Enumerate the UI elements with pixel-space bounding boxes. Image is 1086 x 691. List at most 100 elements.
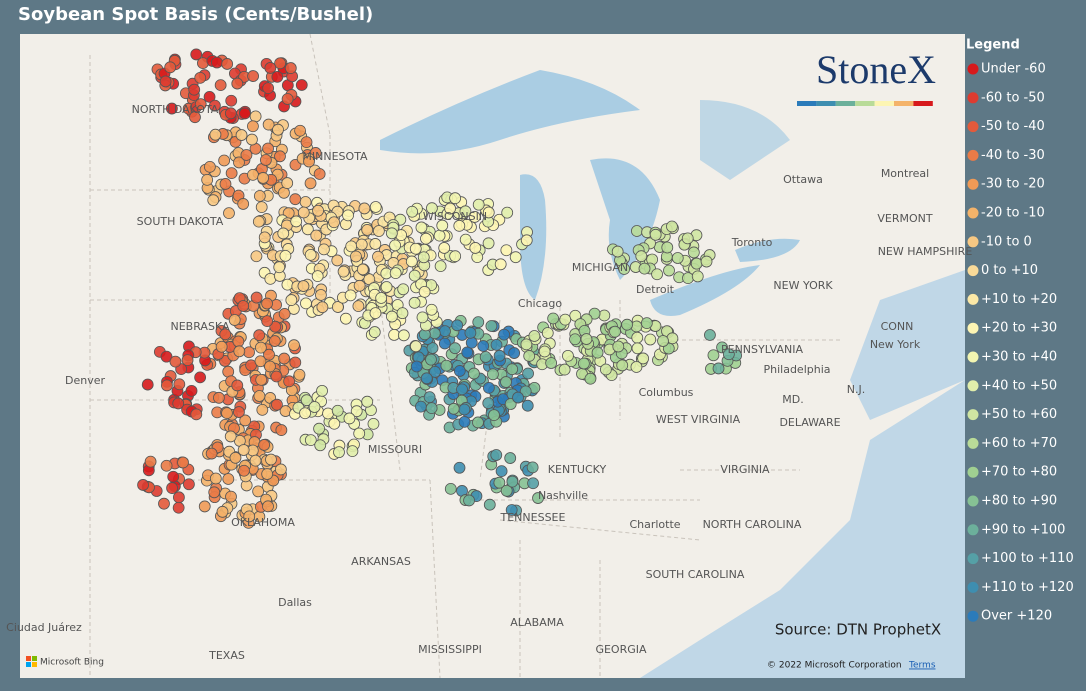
- basis-point: [538, 345, 551, 358]
- basis-point: [609, 325, 621, 338]
- basis-point: [425, 402, 438, 415]
- basis-point: [271, 70, 284, 83]
- basis-point: [219, 178, 232, 190]
- basis-point: [591, 346, 604, 359]
- basis-point: [369, 201, 382, 213]
- basis-point: [240, 149, 253, 161]
- basis-point: [463, 494, 475, 507]
- basis-point: [406, 205, 419, 218]
- basis-point: [690, 257, 703, 270]
- basis-point: [253, 390, 266, 402]
- basis-point: [504, 452, 517, 464]
- basis-point: [328, 417, 341, 430]
- basis-point: [181, 354, 194, 367]
- basis-point: [482, 206, 495, 219]
- basis-point: [562, 349, 574, 362]
- basis-point: [461, 346, 474, 359]
- basis-point: [264, 360, 276, 373]
- basis-point: [247, 70, 259, 82]
- legend-swatch: [967, 466, 979, 478]
- map-label: WEST VIRGINIA: [656, 413, 741, 426]
- map-label: TENNESSEE: [500, 511, 566, 524]
- basis-point: [350, 250, 362, 263]
- basis-point: [415, 400, 427, 413]
- basis-point: [304, 434, 317, 447]
- map-label: WISCONSIN: [423, 210, 487, 223]
- legend-swatch: [967, 380, 979, 392]
- basis-point: [405, 255, 418, 268]
- basis-point: [631, 342, 644, 355]
- basis-point: [316, 384, 328, 397]
- basis-point: [297, 206, 310, 219]
- basis-point: [233, 406, 245, 418]
- basis-point: [472, 316, 485, 329]
- basis-point: [453, 461, 466, 474]
- basis-point: [459, 233, 472, 246]
- legend-label: +110 to +120: [981, 580, 1074, 595]
- map-label: Philadelphia: [763, 363, 830, 376]
- basis-point: [532, 492, 544, 504]
- basis-point: [294, 124, 307, 137]
- basis-point: [559, 313, 572, 326]
- basis-point: [281, 278, 294, 291]
- basis-point: [331, 404, 344, 417]
- map-label: VIRGINIA: [720, 463, 770, 476]
- legend-label: Under -60: [981, 62, 1046, 77]
- basis-point: [237, 444, 250, 456]
- basis-point: [262, 82, 275, 95]
- basis-point: [440, 359, 453, 372]
- basis-point: [166, 482, 178, 494]
- basis-point: [279, 249, 292, 262]
- basis-point: [353, 279, 366, 292]
- basis-point: [483, 498, 496, 511]
- basis-point: [493, 476, 506, 489]
- basis-point: [361, 224, 374, 236]
- attribution: Microsoft Bing: [40, 658, 104, 668]
- basis-point: [649, 228, 662, 241]
- basis-point: [238, 464, 250, 477]
- basis-point: [599, 363, 612, 376]
- basis-point: [505, 504, 518, 516]
- basis-point: [259, 154, 272, 166]
- basis-point: [224, 430, 237, 443]
- basis-point: [477, 340, 490, 352]
- basis-point: [205, 447, 218, 460]
- basis-point: [238, 107, 251, 120]
- basis-point: [469, 242, 482, 254]
- basis-point: [369, 238, 382, 250]
- basis-point: [141, 378, 154, 391]
- legend-swatch: [967, 351, 979, 363]
- basis-point: [453, 365, 466, 377]
- basis-point: [203, 90, 216, 103]
- basis-point: [224, 107, 237, 120]
- basis-point: [389, 267, 402, 280]
- legend-label: +100 to +110: [981, 551, 1074, 566]
- map-label: NEW HAMPSHIRE: [878, 245, 973, 258]
- basis-point: [472, 198, 485, 211]
- basis-point: [369, 307, 382, 320]
- basis-point: [409, 340, 422, 353]
- basis-point: [299, 407, 311, 420]
- basis-point: [500, 484, 513, 497]
- map-label: MINNESOTA: [302, 150, 368, 163]
- basis-point: [420, 372, 433, 385]
- map-label: NORTH DAKOTA: [132, 103, 219, 116]
- basis-point: [258, 231, 271, 244]
- basis-point: [671, 252, 684, 264]
- basis-point: [250, 291, 263, 304]
- map-label: ALABAMA: [510, 616, 564, 629]
- legend-swatch: [967, 121, 979, 133]
- basis-point: [194, 71, 207, 84]
- legend-label: 0 to +10: [981, 263, 1038, 278]
- basis-point: [253, 190, 266, 202]
- basis-point: [501, 206, 514, 219]
- basis-point: [273, 261, 286, 274]
- legend-swatch: [967, 236, 979, 248]
- terms-link[interactable]: Terms: [908, 661, 936, 671]
- legend-swatch: [967, 293, 979, 305]
- basis-point: [707, 349, 720, 362]
- basis-point: [621, 318, 633, 331]
- logo-bar-segment: [797, 101, 817, 106]
- map-label: MISSISSIPPI: [418, 643, 482, 656]
- basis-point: [408, 296, 421, 309]
